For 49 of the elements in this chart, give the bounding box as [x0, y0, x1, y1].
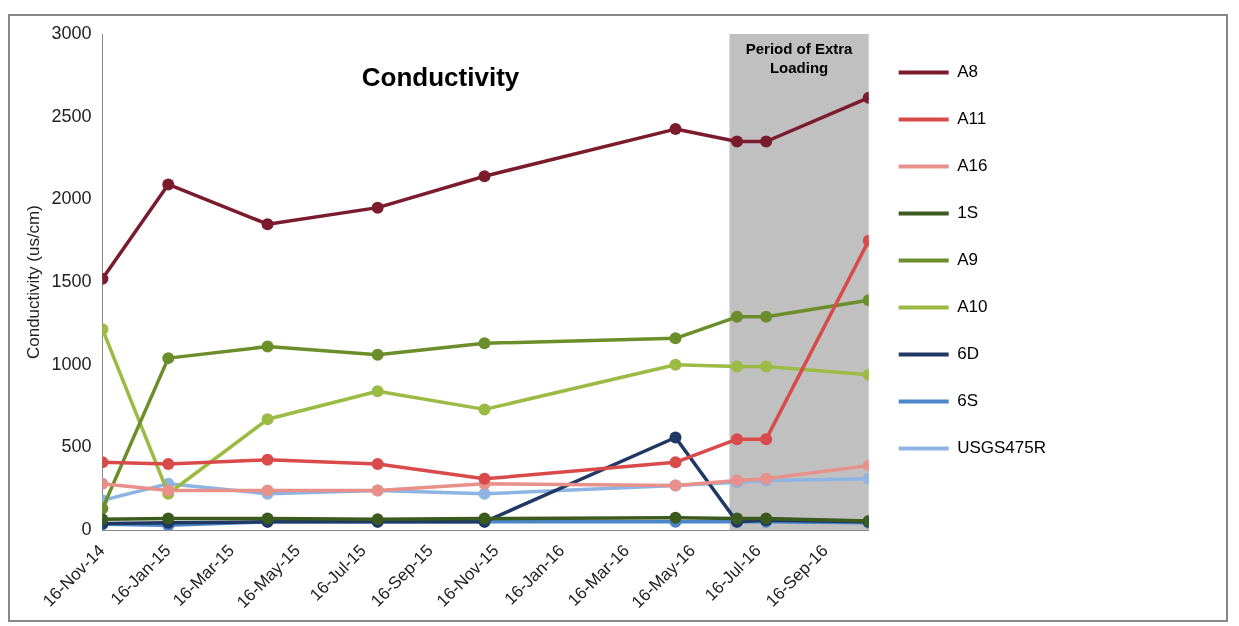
point [760, 433, 773, 446]
point [261, 413, 274, 426]
y-tick-label: 1500 [51, 271, 92, 292]
point [162, 178, 175, 191]
y-tick-label: 3000 [51, 22, 92, 43]
point [669, 456, 682, 469]
legend-label: A11 [957, 109, 987, 129]
point [669, 431, 682, 444]
point [731, 433, 744, 446]
legend-label: 1S [957, 203, 978, 223]
point [261, 218, 274, 231]
legend-label: A10 [957, 297, 988, 317]
point [371, 201, 384, 214]
point [669, 358, 682, 371]
point [162, 512, 175, 525]
point [478, 337, 491, 350]
y-tick-label: 500 [61, 436, 92, 457]
point [669, 332, 682, 345]
y-tick-label: 1000 [51, 353, 92, 374]
point [261, 453, 274, 466]
point [760, 310, 773, 323]
point [371, 457, 384, 470]
point [162, 457, 175, 470]
point [371, 348, 384, 361]
y-tick-label: 0 [81, 519, 92, 540]
point [731, 360, 744, 373]
point [760, 135, 773, 148]
y-tick-label: 2000 [51, 188, 92, 209]
point [731, 310, 744, 323]
text: Conductivity [361, 62, 520, 92]
point [760, 360, 773, 373]
y-axis-title: Conductivity (us/cm) [23, 205, 43, 360]
legend-label: USGS475R [957, 438, 1047, 458]
legend-label: A8 [957, 62, 978, 82]
legend-label: 6S [957, 391, 978, 411]
point [669, 123, 682, 136]
legend-label: 6D [957, 344, 979, 364]
point [371, 385, 384, 398]
band-label: Period of Extra Loading [745, 39, 854, 76]
point [162, 352, 175, 365]
point [669, 511, 682, 524]
y-tick-label: 2500 [51, 105, 92, 126]
point [731, 135, 744, 148]
legend-label: A16 [957, 156, 988, 176]
point [478, 403, 491, 416]
point [261, 340, 274, 353]
point [478, 472, 491, 485]
legend-label: A9 [957, 250, 978, 270]
point [478, 170, 491, 183]
